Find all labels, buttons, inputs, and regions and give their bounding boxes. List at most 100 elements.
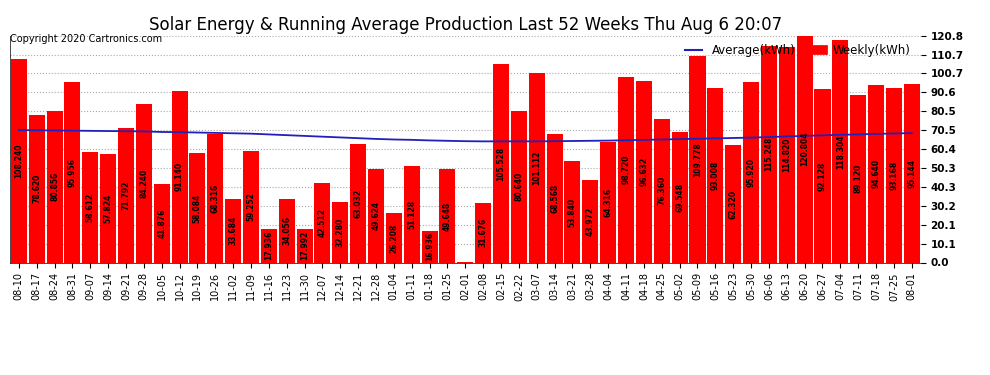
Text: 59.252: 59.252: [247, 192, 255, 221]
Text: 68.316: 68.316: [211, 184, 220, 213]
Text: 109.778: 109.778: [693, 142, 702, 177]
Bar: [564, 161, 580, 262]
Bar: [725, 146, 742, 262]
Text: 105.528: 105.528: [497, 146, 506, 180]
Bar: [689, 56, 706, 262]
Bar: [243, 151, 259, 262]
Text: 51.128: 51.128: [407, 200, 416, 229]
Text: 62.320: 62.320: [729, 189, 738, 219]
Bar: [386, 213, 402, 262]
Text: 118.304: 118.304: [836, 134, 844, 169]
Text: 16.936: 16.936: [425, 232, 434, 261]
Text: 84.240: 84.240: [140, 169, 148, 198]
Bar: [850, 95, 866, 262]
Text: 26.208: 26.208: [389, 223, 398, 252]
Bar: [82, 152, 98, 262]
Bar: [207, 134, 224, 262]
Text: 93.008: 93.008: [711, 160, 720, 190]
Bar: [64, 82, 80, 262]
Bar: [260, 229, 277, 262]
Bar: [350, 144, 366, 262]
Bar: [904, 84, 920, 262]
Bar: [225, 199, 242, 262]
Text: 78.620: 78.620: [33, 174, 42, 203]
Text: 91.140: 91.140: [175, 162, 184, 192]
Text: 63.032: 63.032: [353, 189, 362, 218]
Bar: [653, 119, 670, 262]
Bar: [600, 142, 616, 262]
Bar: [833, 40, 848, 262]
Text: 68.568: 68.568: [550, 183, 559, 213]
Text: 93.168: 93.168: [889, 160, 898, 190]
Bar: [422, 231, 438, 262]
Bar: [797, 36, 813, 262]
Text: 95.920: 95.920: [746, 158, 755, 187]
Text: 31.676: 31.676: [478, 218, 488, 248]
Text: 64.316: 64.316: [604, 188, 613, 217]
Bar: [761, 46, 777, 262]
Bar: [886, 87, 902, 262]
Text: 94.640: 94.640: [871, 159, 880, 188]
Text: 101.112: 101.112: [533, 150, 542, 185]
Text: 49.648: 49.648: [443, 201, 452, 231]
Bar: [440, 169, 455, 262]
Title: Solar Energy & Running Average Production Last 52 Weeks Thu Aug 6 20:07: Solar Energy & Running Average Productio…: [148, 16, 782, 34]
Text: 69.548: 69.548: [675, 183, 684, 212]
Text: 71.792: 71.792: [122, 180, 131, 210]
Bar: [333, 202, 348, 262]
Text: 108.240: 108.240: [14, 144, 24, 178]
Text: 58.084: 58.084: [193, 194, 202, 223]
Text: 76.360: 76.360: [657, 176, 666, 206]
Text: 41.876: 41.876: [157, 209, 166, 238]
Bar: [278, 198, 295, 262]
Text: 33.684: 33.684: [229, 216, 238, 246]
Bar: [100, 154, 116, 262]
Bar: [868, 85, 884, 262]
Bar: [671, 132, 688, 262]
Text: 96.632: 96.632: [640, 157, 648, 186]
Bar: [315, 183, 331, 262]
Text: 53.840: 53.840: [568, 197, 577, 226]
Bar: [404, 166, 420, 262]
Text: 98.720: 98.720: [622, 155, 631, 184]
Bar: [779, 47, 795, 262]
Text: 120.804: 120.804: [800, 132, 809, 166]
Text: 80.640: 80.640: [515, 172, 524, 201]
Text: 49.624: 49.624: [371, 201, 380, 231]
Text: 34.056: 34.056: [282, 216, 291, 245]
Text: 95.144: 95.144: [907, 159, 917, 188]
Text: 89.120: 89.120: [853, 164, 862, 194]
Bar: [153, 184, 169, 262]
Bar: [582, 180, 598, 262]
Bar: [707, 88, 724, 262]
Bar: [546, 134, 562, 262]
Text: 43.972: 43.972: [586, 207, 595, 236]
Bar: [189, 153, 206, 262]
Bar: [636, 81, 652, 262]
Text: 95.956: 95.956: [68, 158, 77, 187]
Text: 80.856: 80.856: [50, 172, 59, 201]
Bar: [29, 115, 45, 262]
Text: 42.512: 42.512: [318, 208, 327, 237]
Bar: [47, 111, 62, 262]
Bar: [11, 59, 27, 262]
Text: 92.128: 92.128: [818, 161, 827, 190]
Bar: [529, 73, 545, 262]
Text: Copyright 2020 Cartronics.com: Copyright 2020 Cartronics.com: [10, 34, 162, 44]
Bar: [171, 92, 187, 262]
Text: 17.936: 17.936: [264, 231, 273, 260]
Text: 115.248: 115.248: [764, 137, 773, 171]
Text: 17.992: 17.992: [300, 231, 309, 260]
Bar: [118, 128, 134, 262]
Legend: Average(kWh), Weekly(kWh): Average(kWh), Weekly(kWh): [680, 39, 915, 62]
Bar: [618, 77, 634, 262]
Bar: [475, 203, 491, 262]
Bar: [743, 82, 759, 262]
Bar: [511, 111, 527, 262]
Bar: [493, 64, 509, 262]
Bar: [297, 229, 313, 262]
Text: 57.824: 57.824: [104, 194, 113, 223]
Text: 114.820: 114.820: [782, 137, 791, 172]
Bar: [815, 90, 831, 262]
Bar: [368, 169, 384, 262]
